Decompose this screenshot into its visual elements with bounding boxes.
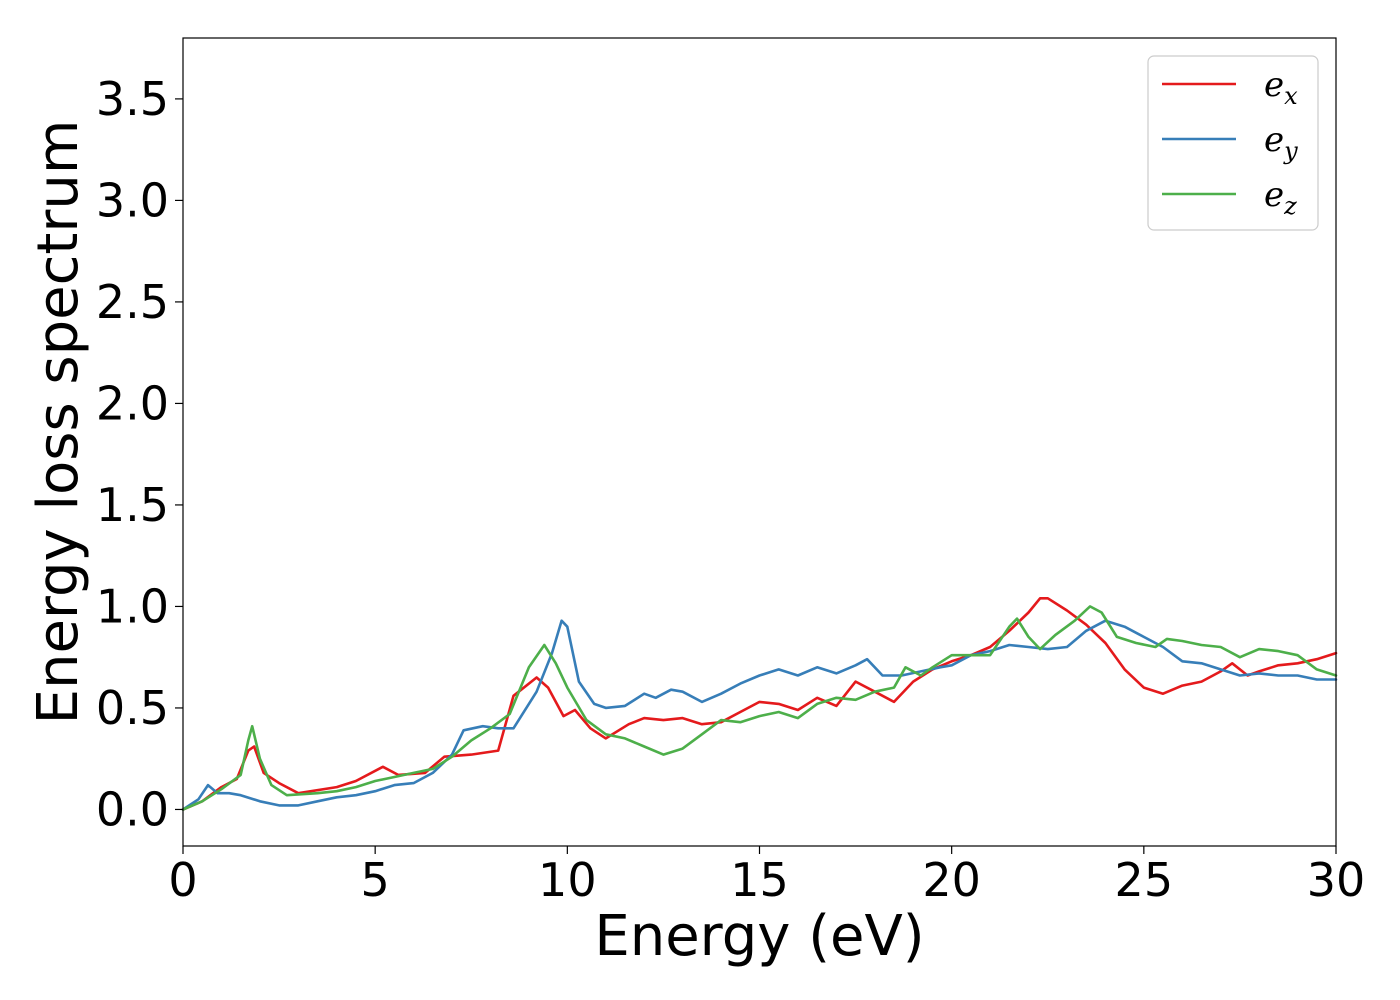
x-tick-label: 5 (361, 853, 390, 907)
y-tick-label: 3.5 (96, 72, 169, 126)
x-tick-label: 25 (1115, 853, 1174, 907)
x-axis: 0 5 10 15 20 25 30 (168, 846, 1365, 907)
legend-label-subscript: y (1283, 137, 1298, 165)
y-tick-label: 1.0 (96, 579, 169, 633)
legend-box (1147, 55, 1319, 231)
y-axis-label: Energy loss spectrum (26, 120, 91, 725)
x-tick-label: 10 (538, 853, 597, 907)
x-axis-label: Energy (eV) (594, 904, 924, 969)
y-tick-label: 0.5 (96, 681, 169, 735)
x-tick-label: 30 (1307, 853, 1366, 907)
y-tick-label: 1.5 (96, 478, 169, 532)
series-line-e-y (181, 619, 1338, 811)
y-tick-label: 2.5 (96, 275, 169, 329)
y-tick-label: 2.0 (96, 376, 169, 430)
x-tick-label: 15 (730, 853, 789, 907)
legend-item-e-x: ex (1162, 65, 1298, 110)
y-tick-label: 0.0 (96, 782, 169, 836)
series-line-e-z (181, 605, 1338, 811)
series-layer (181, 597, 1338, 811)
x-tick-label: 20 (922, 853, 981, 907)
legend-label-subscript: x (1284, 82, 1298, 110)
y-tick-label: 3.0 (96, 173, 169, 227)
series-line-e-x (181, 597, 1338, 811)
y-axis: 0.0 0.5 1.0 1.5 2.0 2.5 3.0 3.5 (96, 72, 183, 836)
x-tick-label: 0 (168, 853, 197, 907)
legend-label-subscript: z (1283, 192, 1297, 220)
